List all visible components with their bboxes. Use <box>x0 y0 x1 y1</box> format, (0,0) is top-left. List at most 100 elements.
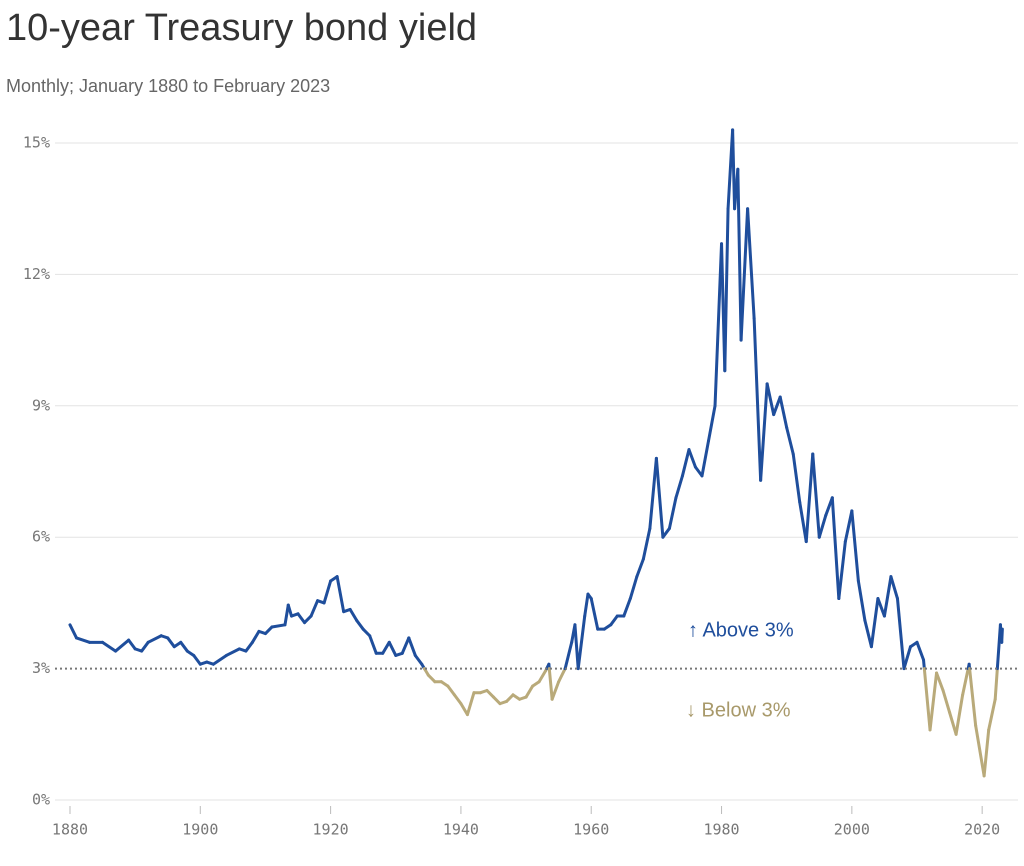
line-segment <box>643 528 650 559</box>
line-segment <box>311 601 318 616</box>
line-segment <box>897 599 904 669</box>
line-segment <box>702 441 709 476</box>
line-segment <box>409 638 416 656</box>
line-segment <box>415 655 422 664</box>
line-segment <box>526 686 533 697</box>
line-segment <box>103 642 116 651</box>
line-segment <box>787 428 794 454</box>
line-segment <box>77 638 90 642</box>
line-segment <box>891 577 898 599</box>
line-segment <box>970 669 976 726</box>
line-segment <box>917 642 924 660</box>
line-segment <box>650 458 657 528</box>
line-segment <box>989 699 996 730</box>
line-segment <box>813 454 820 537</box>
line-segment <box>754 318 761 480</box>
line-segment <box>288 605 291 616</box>
line-segment <box>819 515 826 537</box>
line-segment <box>930 673 937 730</box>
line-segment <box>682 450 689 476</box>
line-segment <box>402 638 409 653</box>
line-segment <box>995 669 997 700</box>
line-segment <box>689 450 696 468</box>
line-segment <box>226 649 239 656</box>
line-segment <box>552 682 559 700</box>
line-series <box>55 130 1018 776</box>
line-segment <box>725 209 728 371</box>
line-segment <box>806 454 813 542</box>
x-tick-label: 1920 <box>313 821 349 839</box>
line-segment <box>370 636 377 654</box>
line-segment <box>591 599 598 630</box>
line-segment <box>181 642 188 651</box>
line-segment <box>148 636 161 643</box>
y-tick-label: 0% <box>32 791 50 809</box>
line-segment <box>565 642 572 668</box>
line-segment <box>956 695 963 734</box>
line-segment <box>194 655 201 664</box>
y-tick-label: 9% <box>32 396 50 414</box>
line-segment <box>129 640 136 649</box>
line-segment <box>761 384 768 480</box>
x-tick-label: 1980 <box>703 821 739 839</box>
y-tick-label: 12% <box>23 265 50 283</box>
line-segment <box>624 599 631 617</box>
x-tick-label: 1940 <box>443 821 479 839</box>
line-segment <box>383 642 390 653</box>
line-segment <box>852 511 859 581</box>
line-segment <box>637 559 644 577</box>
line-segment <box>350 609 357 620</box>
line-segment <box>467 693 474 715</box>
line-segment <box>448 686 455 695</box>
line-segment <box>357 620 364 629</box>
line-segment <box>963 669 969 695</box>
y-tick-label: 3% <box>32 659 50 677</box>
line-segment <box>780 397 787 428</box>
line-segment <box>630 577 637 599</box>
line-segment <box>715 244 722 406</box>
line-segment <box>70 625 77 638</box>
line-segment <box>272 625 285 627</box>
x-tick-label: 1960 <box>573 821 609 839</box>
line-segment <box>871 599 878 647</box>
line-segment <box>767 384 774 415</box>
line-segment <box>585 594 588 616</box>
line-segment <box>1002 629 1003 642</box>
x-tick-label: 2020 <box>964 821 1000 839</box>
line-segment <box>669 498 676 529</box>
line-segment <box>298 614 305 623</box>
x-tick-label: 1900 <box>182 821 218 839</box>
line-segment <box>213 655 226 664</box>
line-segment <box>116 640 129 651</box>
chart-title: 10-year Treasury bond yield <box>6 7 477 49</box>
line-segment <box>904 647 911 669</box>
line-segment <box>168 638 175 647</box>
line-segment <box>549 669 552 700</box>
line-segment <box>142 642 149 651</box>
line-segment <box>324 581 331 603</box>
line-segment <box>578 616 585 669</box>
line-segment <box>884 577 891 616</box>
line-segment <box>832 498 839 599</box>
line-segment <box>937 673 944 691</box>
line-segment <box>839 542 846 599</box>
line-segment <box>943 691 950 713</box>
y-tick-label: 6% <box>32 528 50 546</box>
line-segment <box>246 642 253 651</box>
line-segment <box>539 671 546 682</box>
line-segment <box>924 669 930 730</box>
line-segment <box>389 642 396 655</box>
line-segment <box>676 476 683 498</box>
line-segment <box>252 631 259 642</box>
line-segment <box>748 209 755 319</box>
annotation: ↓ Below 3% <box>686 699 791 721</box>
line-segment <box>656 458 663 537</box>
line-segment <box>984 730 989 776</box>
chart-subtitle: Monthly; January 1880 to February 2023 <box>6 76 330 96</box>
line-segment <box>709 406 716 441</box>
y-tick-label: 15% <box>23 134 50 152</box>
line-segment <box>738 169 741 340</box>
annotation: ↑ Above 3% <box>688 619 794 641</box>
